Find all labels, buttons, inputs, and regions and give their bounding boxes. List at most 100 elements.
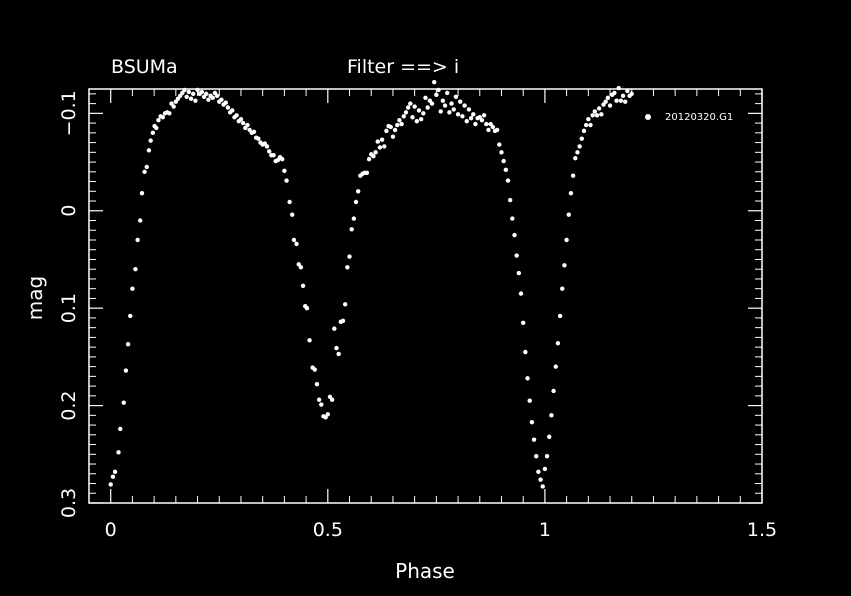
data-point xyxy=(516,270,522,276)
data-point xyxy=(138,218,143,223)
data-point xyxy=(527,398,532,403)
axis-ticks xyxy=(88,89,763,504)
data-point xyxy=(121,400,126,405)
data-point xyxy=(364,170,370,175)
data-point xyxy=(245,122,250,128)
data-point xyxy=(629,91,634,97)
data-point xyxy=(135,237,140,243)
data-point xyxy=(206,97,211,102)
data-point xyxy=(590,113,595,118)
data-point xyxy=(460,114,465,119)
data-point xyxy=(146,148,152,153)
data-point xyxy=(316,397,322,402)
data-point xyxy=(345,265,350,270)
legend-marker xyxy=(645,114,651,120)
filter-label: Filter ==> i xyxy=(347,56,459,78)
x-tick-label: 1.5 xyxy=(747,519,777,541)
data-point xyxy=(499,150,504,155)
data-point xyxy=(623,99,628,104)
data-point xyxy=(401,114,406,119)
data-point xyxy=(534,454,539,459)
data-point xyxy=(514,253,519,258)
legend: 20120320.G1 xyxy=(645,112,733,123)
data-point xyxy=(625,88,630,94)
data-point xyxy=(347,254,352,259)
data-point xyxy=(410,115,415,120)
data-point xyxy=(418,116,424,122)
data-point xyxy=(325,412,331,417)
data-point xyxy=(507,197,513,203)
legend-label: 20120320.G1 xyxy=(665,112,733,123)
data-points xyxy=(108,79,634,489)
object-name: BSUMa xyxy=(111,56,178,78)
data-point xyxy=(562,263,567,268)
data-point xyxy=(395,122,400,128)
data-point xyxy=(557,313,563,319)
data-point xyxy=(150,130,156,136)
data-point xyxy=(238,116,244,122)
data-point xyxy=(230,108,235,113)
data-point xyxy=(425,105,430,110)
data-point xyxy=(525,376,530,381)
data-point xyxy=(133,267,138,272)
data-point xyxy=(579,136,585,141)
x-tick-labels: 0 0.5 1 1.5 xyxy=(105,519,777,541)
data-point xyxy=(468,116,474,121)
y-tick-label: 0.1 xyxy=(58,293,80,323)
data-point xyxy=(412,104,417,109)
data-point xyxy=(529,419,535,425)
data-point xyxy=(266,149,272,154)
data-point xyxy=(503,167,509,173)
data-point xyxy=(186,89,192,95)
y-tick-labels: −0.1 0 0.1 0.2 0.3 xyxy=(58,90,80,518)
data-point xyxy=(399,121,404,127)
data-point xyxy=(351,216,357,221)
data-point xyxy=(225,105,231,110)
data-point xyxy=(618,98,624,103)
data-point xyxy=(184,94,189,99)
data-point xyxy=(555,341,561,346)
data-point xyxy=(167,111,172,116)
data-point xyxy=(388,124,393,130)
data-point xyxy=(160,115,166,120)
data-point xyxy=(442,103,448,108)
data-point xyxy=(596,106,602,111)
data-point xyxy=(264,144,270,149)
data-point xyxy=(125,342,131,347)
data-point xyxy=(481,113,487,118)
data-point xyxy=(458,99,463,104)
data-point xyxy=(588,122,593,128)
data-point xyxy=(607,103,613,108)
data-point xyxy=(342,302,348,307)
data-point xyxy=(605,95,611,100)
y-tick-label: −0.1 xyxy=(58,90,80,136)
data-point xyxy=(471,112,476,117)
data-point xyxy=(620,93,626,99)
data-point xyxy=(284,178,289,183)
data-point xyxy=(290,212,295,217)
data-point xyxy=(171,104,176,109)
data-point xyxy=(154,125,159,131)
data-point xyxy=(603,99,608,104)
data-point xyxy=(112,469,118,475)
data-point xyxy=(223,100,228,105)
data-point xyxy=(616,85,621,91)
data-point xyxy=(531,437,537,442)
data-point xyxy=(375,139,380,144)
data-point xyxy=(182,87,187,93)
data-point xyxy=(319,402,324,407)
data-point xyxy=(540,484,545,489)
data-point xyxy=(195,87,200,93)
data-point xyxy=(392,127,398,133)
plot-frame xyxy=(88,88,763,504)
data-point xyxy=(300,283,306,288)
data-point xyxy=(271,153,276,158)
data-point xyxy=(447,110,452,115)
data-point xyxy=(462,103,467,108)
x-tick-label: 0.5 xyxy=(313,519,343,541)
data-point xyxy=(332,326,337,331)
data-point xyxy=(377,145,383,150)
data-point xyxy=(599,112,604,117)
data-point xyxy=(193,98,198,103)
data-point xyxy=(544,454,550,459)
